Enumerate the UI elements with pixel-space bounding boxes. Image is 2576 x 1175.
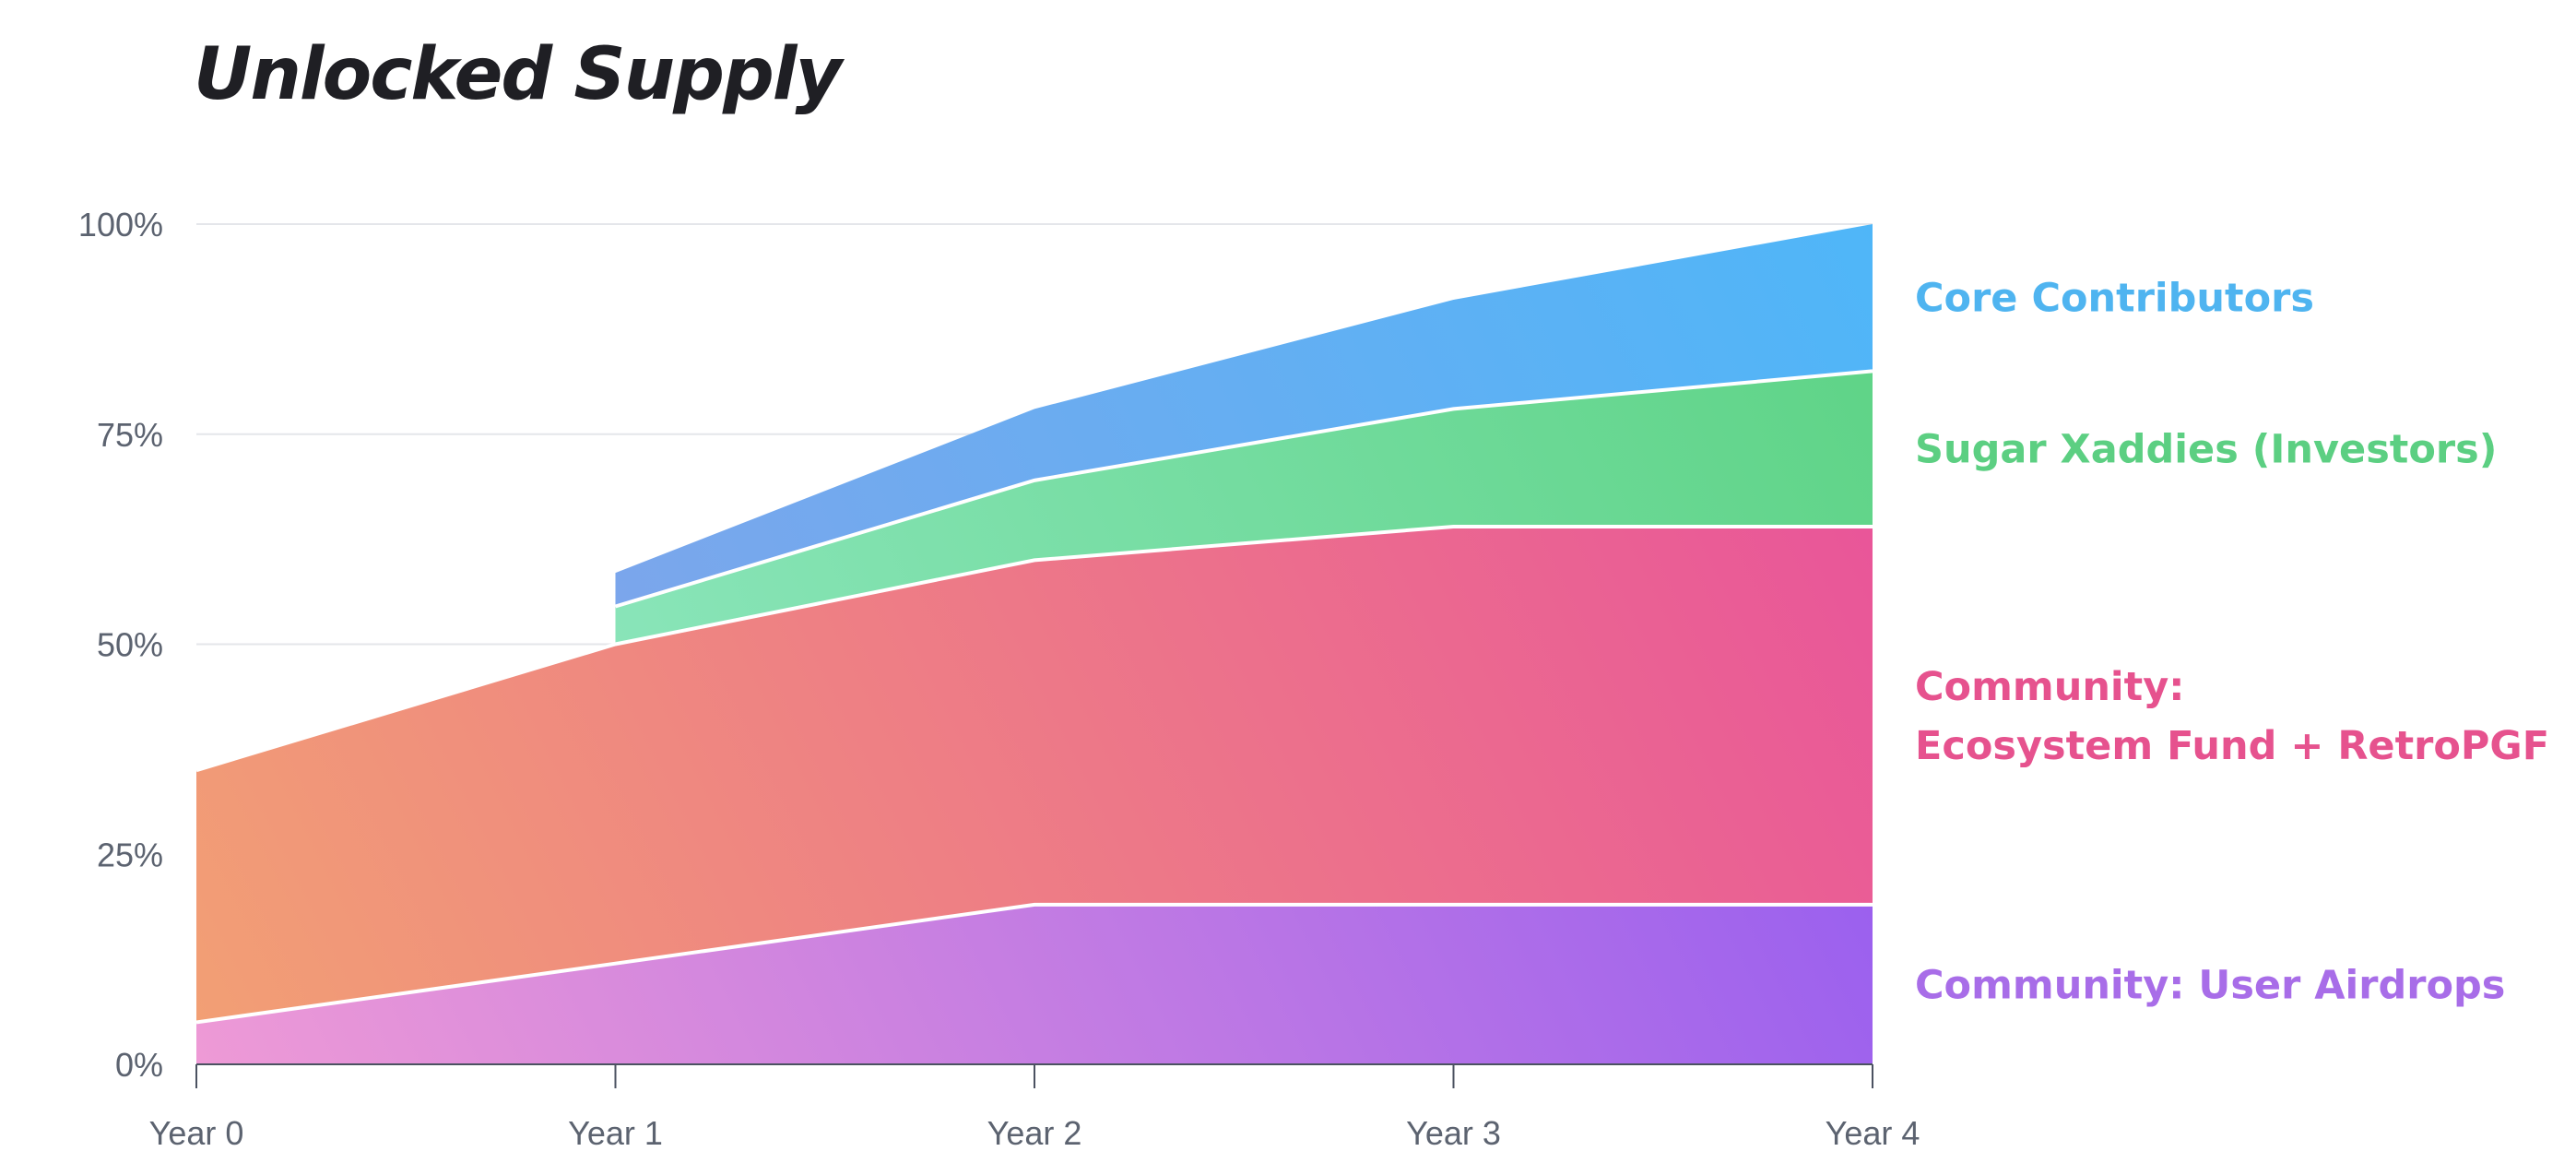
- area-series-2: [615, 371, 1873, 645]
- series-label-line: Core Contributors: [1915, 276, 2314, 322]
- area-boundaries: [195, 369, 1873, 1025]
- x-tick-label: Year 0: [149, 1114, 244, 1152]
- x-tick-label: Year 3: [1406, 1114, 1501, 1152]
- y-tick-label: 75%: [97, 416, 163, 454]
- series-label-line: Sugar Xaddies (Investors): [1915, 427, 2497, 473]
- series-label-line: Community:: [1915, 664, 2184, 710]
- series-labels: Community: User Airdrops Community: Ecosys…: [1915, 276, 2549, 1009]
- x-tick-label: Year 2: [987, 1114, 1082, 1152]
- area-boundary: [195, 902, 1873, 1025]
- area-boundary: [195, 524, 1873, 773]
- axes: 0% 25% 50% 75% 100% Year 0 Year 1 Year 2 Year 3 Y…: [78, 206, 1920, 1152]
- area-boundary: [614, 369, 1873, 609]
- series-label-line: Ecosystem Fund + RetroPGF: [1915, 723, 2549, 769]
- y-tick-label: 0%: [115, 1046, 163, 1084]
- series-label-2: Sugar Xaddies (Investors): [1915, 427, 2497, 473]
- chart-title: Unlocked Supply: [194, 33, 842, 116]
- series-label-3: Core Contributors: [1915, 276, 2314, 322]
- series-label-0: Community: User Airdrops: [1915, 962, 2505, 1008]
- y-tick-label: 25%: [97, 836, 163, 873]
- area-series-0: [196, 904, 1873, 1064]
- area-series-1: [196, 526, 1873, 1023]
- series-label-line: Community: User Airdrops: [1915, 962, 2505, 1008]
- series-label-1: Community: Ecosystem Fund + RetroPGF: [1915, 664, 2549, 769]
- y-tick-label: 50%: [97, 626, 163, 664]
- x-tick-label: Year 4: [1826, 1114, 1920, 1152]
- y-tick-label: 100%: [78, 206, 163, 243]
- x-tick-label: Year 1: [568, 1114, 663, 1152]
